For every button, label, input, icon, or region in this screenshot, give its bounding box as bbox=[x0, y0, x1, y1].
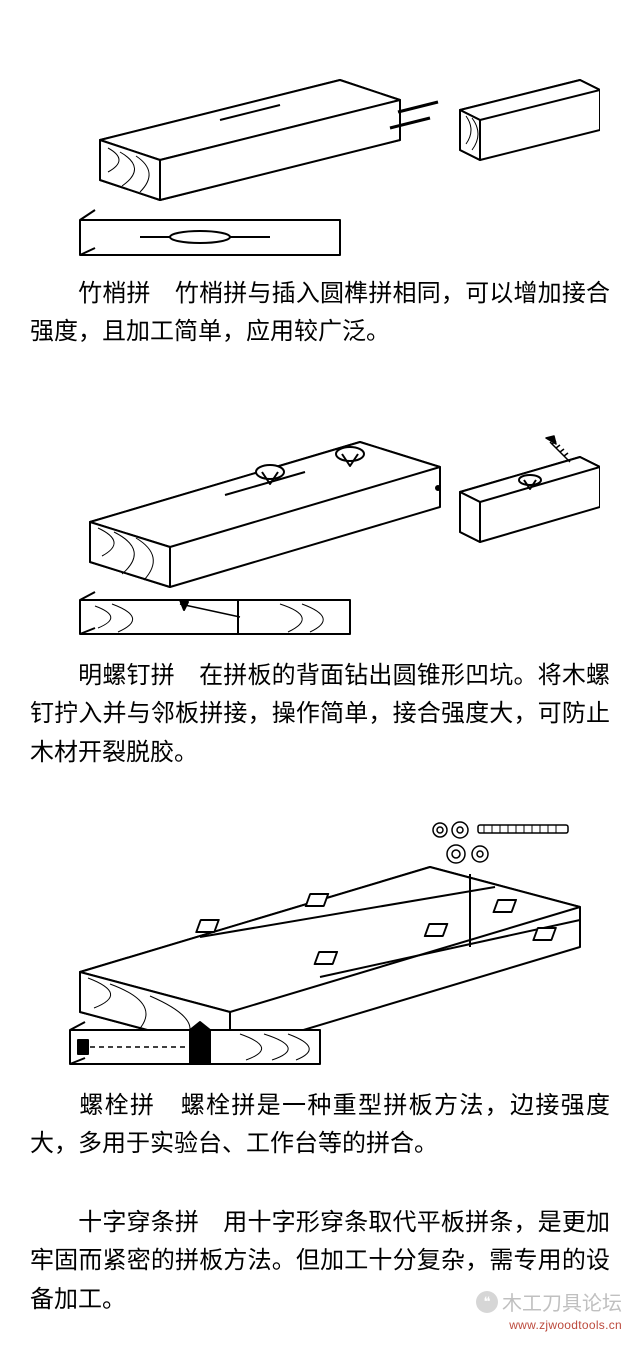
watermark-line1: 木工刀具论坛 bbox=[502, 1287, 622, 1316]
title-bolt: 螺栓拼 bbox=[78, 1093, 155, 1119]
watermark-line2: www.zjwoodtools.cn bbox=[476, 1318, 622, 1332]
watermark-line1-wrap: ❝ 木工刀具论坛 bbox=[476, 1287, 622, 1316]
document-body: 竹梢拼 竹梢拼与插入圆榫拼相同，可以增加接合强度，且加工简单，应用较广泛。 bbox=[0, 0, 640, 1339]
paragraph-bamboo: 竹梢拼 竹梢拼与插入圆榫拼相同，可以增加接合强度，且加工简单，应用较广泛。 bbox=[30, 275, 610, 352]
title-screw: 明螺钉拼 bbox=[78, 663, 175, 689]
paragraph-bolt: 螺栓拼 螺栓拼是一种重型拼板方法，边接强度大，多用于实验台、工作台等的拼合。 bbox=[30, 1087, 610, 1164]
watermark: ❝ 木工刀具论坛 www.zjwoodtools.cn bbox=[476, 1287, 622, 1332]
paragraph-screw: 明螺钉拼 在拼板的背面钻出圆锥形凹坑。将木螺钉拧入并与邻板拼接，操作简单，接合强… bbox=[30, 657, 610, 772]
diagram-bolt-joint bbox=[40, 812, 600, 1072]
title-cross: 十字穿条拼 bbox=[78, 1210, 199, 1236]
diagram-screw-joint bbox=[40, 392, 600, 642]
wechat-icon: ❝ bbox=[476, 1291, 498, 1313]
title-bamboo: 竹梢拼 bbox=[78, 281, 151, 307]
diagram-bamboo-dowel bbox=[40, 20, 600, 260]
